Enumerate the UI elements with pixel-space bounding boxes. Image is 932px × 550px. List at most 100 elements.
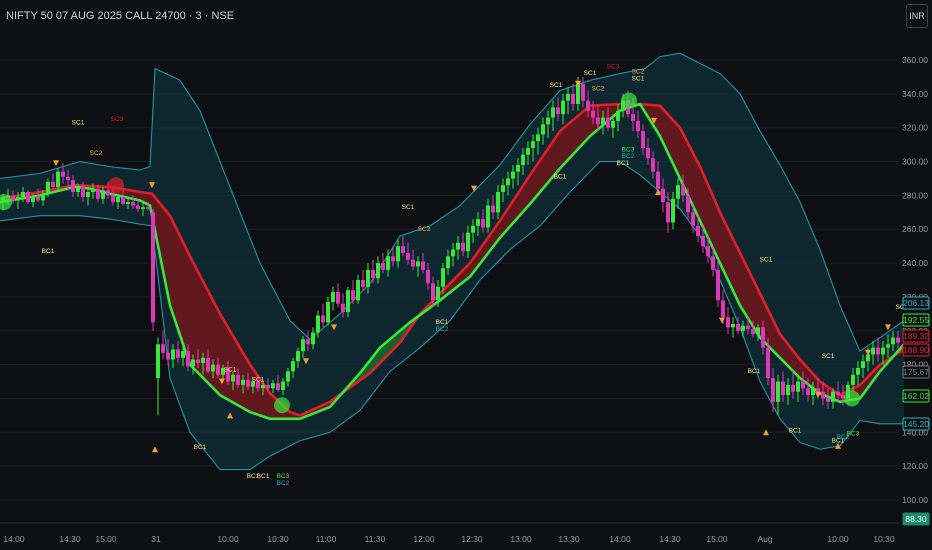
candle-body [686, 195, 690, 213]
trend-fill [286, 408, 289, 419]
candle-body [496, 192, 500, 213]
candle-body [281, 381, 285, 390]
trend-fill [742, 256, 745, 309]
candle-body [716, 269, 720, 301]
trend-fill [772, 317, 775, 350]
trend-fill [582, 112, 585, 145]
signal-label: SC2 [418, 226, 431, 233]
trend-fill [210, 294, 213, 385]
trend-fill [160, 203, 163, 256]
trend-fill [140, 192, 143, 201]
trend-fill [766, 305, 769, 344]
trend-fill [816, 377, 819, 391]
candle-body [356, 280, 360, 301]
trend-fill [512, 202, 515, 225]
candle-body [861, 361, 865, 368]
trend-fill [560, 131, 563, 169]
candle-body [766, 347, 770, 379]
trend-fill [224, 320, 227, 398]
trend-fill [326, 403, 329, 409]
trend-fill [392, 337, 395, 351]
signal-label: BC1 [554, 173, 567, 180]
candle-body [491, 205, 495, 213]
trend-fill [788, 344, 791, 366]
trend-fill [864, 380, 867, 394]
price-label: 206.13 [903, 298, 929, 308]
candle-body [801, 381, 805, 389]
signal-label: SC1 [584, 70, 597, 77]
trend-fill [820, 381, 823, 394]
candle-body [216, 364, 220, 375]
trend-fill [670, 116, 673, 158]
trend-fill [566, 126, 569, 162]
candle-body [336, 291, 340, 304]
candle-body [681, 185, 685, 196]
candle-body [886, 344, 890, 348]
trend-fill [376, 352, 379, 367]
trend-fill [764, 301, 767, 342]
candle-body [406, 252, 410, 260]
y-axis[interactable]: 360.00 340.00 320.00 300.00 280.00 260.00 240.… [902, 55, 930, 526]
buy-triangle [835, 442, 841, 449]
x-axis[interactable]: 14:00 14:30 15:00 31 10:00 10:30 11:00 11:30 12:… [0, 522, 900, 544]
trend-fill [672, 118, 675, 162]
trend-fill [594, 105, 597, 133]
trend-fill [126, 189, 129, 198]
sell-triangle [331, 324, 337, 331]
trend-fill [106, 186, 109, 193]
trend-fill [222, 317, 225, 397]
trend-fill [564, 127, 567, 165]
candle-body [791, 384, 795, 392]
trend-fill [554, 139, 557, 176]
y-tick-label: 100.00 [902, 495, 928, 505]
trend-fill [356, 377, 359, 384]
trend-fill [678, 125, 681, 175]
candle-body [196, 359, 200, 363]
trend-fill [36, 192, 39, 197]
trend-fill [562, 129, 565, 167]
trend-fill [548, 148, 551, 183]
trend-fill [760, 293, 763, 338]
trend-fill [474, 257, 477, 272]
symbol-title[interactable]: NIFTY 50 07 AUG 2025 CALL 24700 · 3 · NS… [6, 10, 235, 22]
trend-fill [374, 355, 377, 370]
y-tick-label: 240.00 [902, 258, 928, 268]
trend-fill [720, 212, 723, 264]
trend-fill [404, 327, 407, 337]
candle-body [376, 263, 380, 279]
candle-body [461, 242, 465, 252]
y-tick-label: 300.00 [902, 157, 928, 167]
trend-fill [318, 407, 321, 412]
signal-label: SC2 [592, 85, 605, 92]
trend-fill [446, 287, 449, 296]
candle-body [726, 317, 730, 328]
trend-fill [468, 265, 471, 279]
trend-fill [158, 201, 161, 246]
trend-fill [94, 186, 97, 190]
trend-fill [104, 186, 107, 193]
signal-label: SC3 [607, 63, 620, 70]
candle-body [441, 268, 445, 287]
trend-fill [324, 404, 327, 410]
trend-fill [642, 104, 645, 108]
candle-body [251, 381, 255, 387]
trend-fill [214, 302, 217, 389]
trend-fill [700, 166, 703, 221]
currency-button[interactable]: INR [906, 4, 928, 28]
trend-fill [654, 105, 657, 127]
candle-body [136, 205, 140, 209]
candle-body [436, 286, 440, 301]
signal-label: BC1 [194, 444, 207, 451]
candle-body [756, 327, 760, 335]
candle-body [536, 134, 540, 142]
trend-fill [600, 105, 603, 128]
trend-fill [712, 194, 715, 247]
trend-fill [434, 299, 437, 305]
trend-fill [150, 193, 153, 206]
trend-fill [550, 145, 553, 181]
trend-fill [378, 350, 381, 365]
x-tick-label: 11:30 [365, 534, 386, 544]
price-label: 88.30 [905, 514, 927, 524]
trend-fill [806, 366, 809, 383]
